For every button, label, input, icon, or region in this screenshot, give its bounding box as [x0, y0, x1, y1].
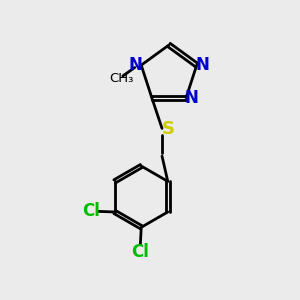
- Text: Cl: Cl: [131, 243, 149, 261]
- Text: S: S: [162, 120, 175, 138]
- Text: N: N: [185, 89, 199, 107]
- Text: CH₃: CH₃: [109, 72, 134, 85]
- Text: N: N: [128, 56, 142, 74]
- Text: Cl: Cl: [82, 202, 100, 220]
- Text: N: N: [196, 56, 209, 74]
